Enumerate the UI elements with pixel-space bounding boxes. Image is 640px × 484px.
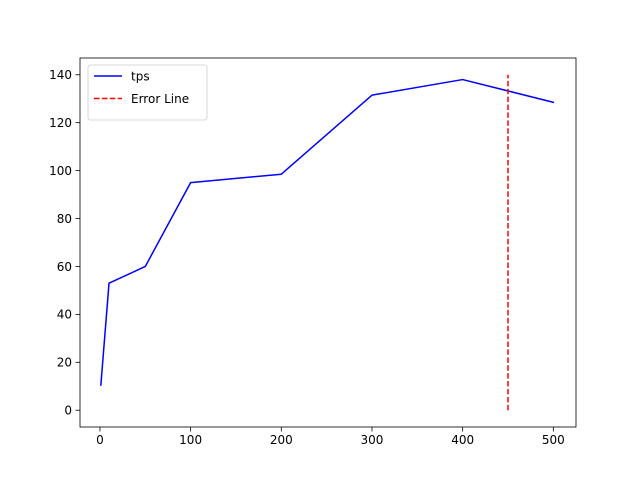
axes-frame — [79, 57, 577, 428]
legend: tps Error Line — [87, 64, 208, 121]
legend-label: Error Line — [131, 92, 189, 106]
y-tick-label: 100 — [49, 164, 72, 178]
legend-label: tps — [131, 69, 150, 83]
y-tick-label: 80 — [57, 212, 72, 226]
x-tick-label: 100 — [179, 433, 202, 447]
y-tick-label: 40 — [57, 308, 72, 322]
series-line-tps — [100, 78, 555, 386]
y-tick-label: 140 — [49, 68, 72, 82]
x-tick-label: 300 — [361, 433, 384, 447]
axes: 0 100 200 300 400 500 0 20 40 60 80 100 120 140 — [49, 57, 577, 447]
y-tick-label: 120 — [49, 116, 72, 130]
y-tick-label: 20 — [57, 356, 72, 370]
x-tick-label: 200 — [270, 433, 293, 447]
x-tick-label: 400 — [451, 433, 474, 447]
legend-box — [87, 64, 208, 121]
x-tick-label: 500 — [542, 433, 565, 447]
y-tick-label: 0 — [64, 404, 72, 418]
y-tick-label: 60 — [57, 260, 72, 274]
plot-area — [100, 74, 555, 411]
x-tick-label: 0 — [96, 433, 104, 447]
